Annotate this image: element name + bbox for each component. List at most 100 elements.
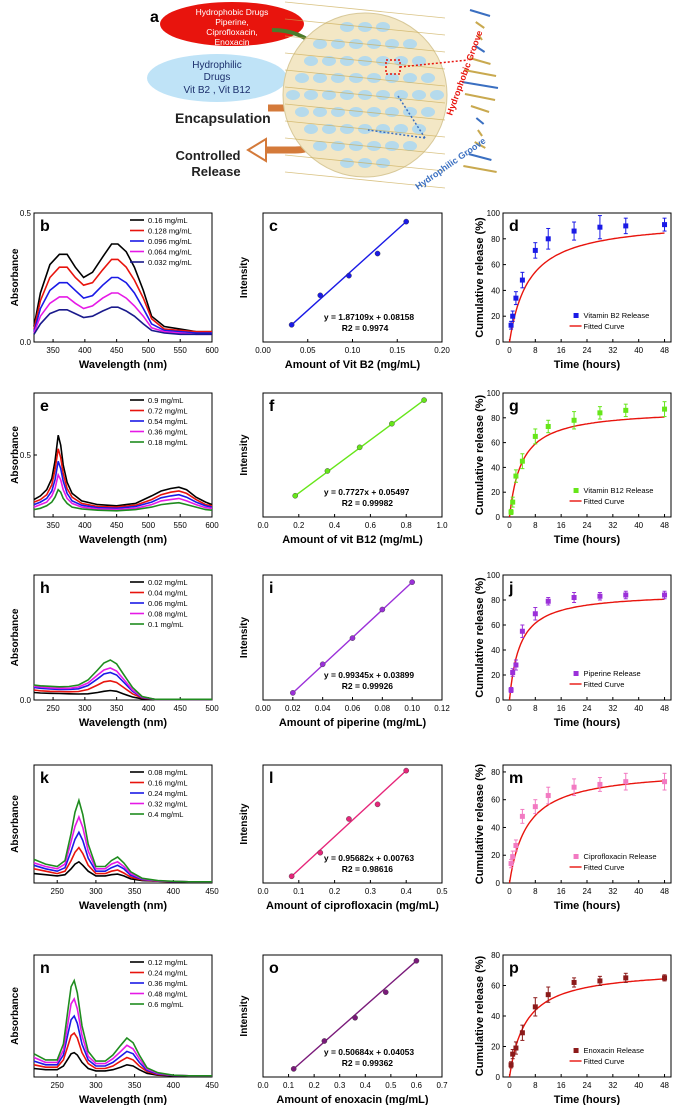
x-tick-label: 48 [660,887,669,896]
hydrophilic-drug-ellipse [147,54,287,102]
y-tick-label: 0 [496,513,501,522]
lattice-strand [284,171,446,189]
fitted-curve [508,232,665,343]
data-point [290,1066,297,1072]
chart-b: b 350 400 450 500 550 600 0.0 0.5 Wavelength (nm)… [10,209,219,371]
data-point [662,592,668,598]
y-axis-label: Absorbance [10,248,21,306]
lattice-strand [284,35,446,53]
helix-rung [463,165,497,173]
lattice-pore [322,90,336,100]
r-squared: R2 = 0.98616 [342,864,394,874]
x-tick-label: 0.3 [365,887,377,896]
panel-label: n [40,960,50,977]
x-tick-label: 24 [583,887,592,896]
y-tick-label: 100 [487,209,501,218]
data-point [545,793,551,799]
x-tick-label: 0.00 [255,346,271,355]
x-tick-label: 0.4 [360,1081,372,1090]
x-axis-label: Time (hours) [554,1094,621,1105]
y-tick-label: 60 [491,621,500,630]
fit-equation: y = 0.95682x + 0.00763 [324,853,415,863]
data-point [545,598,551,604]
series-line [33,243,212,333]
chart-l: l 0.0 0.1 0.2 0.3 0.4 0.5 Amount of ciprofloxac… [239,764,448,912]
hydrophobic-label-1: Piperine, [215,17,249,27]
lattice-strand [284,120,446,138]
lattice-pore [412,56,426,66]
data-point [513,295,519,301]
y-tick-label: 80 [491,768,500,777]
y-tick-label: 40 [491,1012,500,1021]
data-point [571,228,577,234]
x-axis-label: Amount of piperine (mg/mL) [279,717,427,729]
legend-entry: 0.128 mg/mL [148,227,192,236]
panel-label: o [269,960,279,977]
series-line [33,997,212,1077]
x-tick-label: 450 [110,346,124,355]
legend-entry: 0.72 mg/mL [148,407,188,416]
y-tick-label: 20 [491,671,500,680]
x-tick-label: 24 [583,704,592,713]
data-point [510,670,516,675]
legend-entry: 0.36 mg/mL [148,979,188,988]
data-point [317,292,324,299]
panel-label: g [509,398,519,415]
y-tick-label: 0 [496,338,501,347]
data-point [532,1004,538,1010]
data-point [662,779,668,785]
fitted-curve [508,598,665,701]
y-tick-label: 20 [491,312,500,321]
x-tick-label: 0.0 [257,1081,269,1090]
x-tick-label: 0.15 [389,346,405,355]
legend-entry: 0.24 mg/mL [148,789,188,798]
y-axis-label: Cumulative release (%) [474,577,486,698]
helix-rung [477,33,483,41]
y-tick-label: 40 [491,646,500,655]
legend-marker [573,1048,579,1053]
x-tick-label: 450 [174,704,188,713]
data-point [288,321,295,328]
zoom-dotted-line [399,59,469,68]
x-tick-label: 400 [142,704,156,713]
lattice-pore [367,107,381,117]
panel-label: b [40,218,50,235]
plot-frame [262,764,443,884]
helix-rung [461,81,499,89]
chart-c: c 0.00 0.05 0.10 0.15 0.20 Amount of Vit B2 (m… [239,212,450,371]
legend-marker [573,313,579,318]
series-line [33,797,212,883]
y-axis-label: Cumulative release (%) [474,394,486,515]
data-point [508,509,514,515]
lattice-pore [322,124,336,134]
data-point [349,635,356,641]
x-tick-label: 24 [583,1081,592,1090]
data-point [597,593,603,599]
x-tick-label: 350 [128,1081,142,1090]
x-tick-label: 400 [167,1081,181,1090]
data-point [519,277,525,283]
legend-entry: Fitted Curve [584,322,625,331]
series-line [33,659,212,701]
y-tick-label: 20 [491,488,500,497]
x-tick-label: 48 [660,704,669,713]
series-line [33,448,213,508]
dna-helix [461,9,499,173]
panel-label: j [508,580,513,597]
lattice-pore [340,22,354,32]
fit-line [293,960,417,1070]
hydrophilic-dotted-line-2 [367,129,426,139]
panel-label: d [509,218,519,235]
legend-entry: 0.032 mg/mL [148,258,192,267]
data-point [597,781,603,787]
helix-rung [474,141,486,149]
data-point [317,849,324,856]
lattice-pore [313,107,327,117]
x-tick-label: 1.0 [436,521,448,530]
series-line [33,460,213,510]
series-line [33,472,213,511]
nanoparticle-sphere [282,1,448,189]
lattice-pore [340,124,354,134]
chart-e: e 350 400 450 500 550 600 0.5 Wavelength (nm) Abs… [10,392,219,546]
data-point [623,223,629,229]
